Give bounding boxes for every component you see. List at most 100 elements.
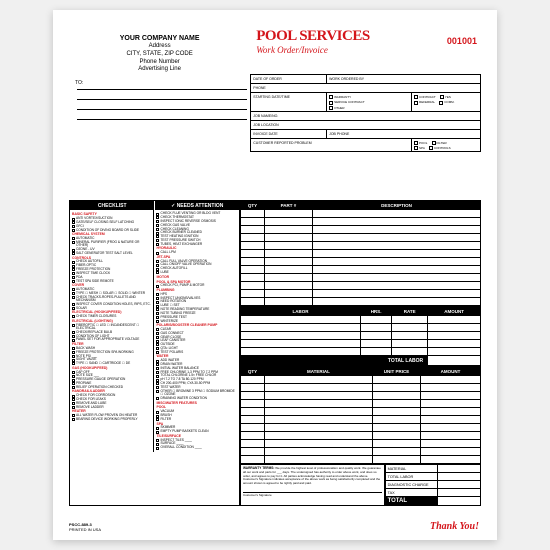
company-phone: Phone Number — [69, 59, 250, 67]
checkbox-icon[interactable] — [72, 296, 75, 299]
checkbox-icon[interactable] — [156, 235, 159, 238]
checkbox-icon[interactable] — [156, 367, 159, 370]
checkbox-icon[interactable] — [156, 312, 159, 315]
checkbox-icon[interactable] — [72, 351, 75, 354]
checkbox-icon[interactable] — [156, 343, 159, 346]
checkbox-icon[interactable] — [72, 268, 75, 271]
checkbox-icon[interactable] — [72, 252, 75, 255]
checkbox-icon[interactable] — [156, 332, 159, 335]
checkbox-icon[interactable] — [72, 324, 75, 327]
checkbox-icon[interactable] — [72, 272, 75, 275]
checkbox-icon[interactable] — [156, 268, 159, 271]
checklist-item[interactable]: BEARING DEVICE WORKING PROPERLY — [72, 418, 151, 422]
to-line[interactable] — [77, 82, 247, 90]
checkbox-icon[interactable] — [156, 347, 159, 350]
checkbox-icon[interactable] — [156, 228, 159, 231]
checkbox-icon[interactable] — [156, 271, 159, 274]
checkbox-icon[interactable] — [72, 237, 75, 240]
pool-service-form: YOUR COMPANY NAME Address CITY, STATE, Z… — [53, 10, 497, 540]
checkbox-icon[interactable] — [156, 390, 159, 393]
checkbox-icon[interactable] — [72, 331, 75, 334]
checkbox-icon[interactable] — [156, 328, 159, 331]
date-order-label: DATE OF ORDER — [253, 77, 282, 81]
to-line[interactable] — [77, 112, 247, 120]
checkbox-icon[interactable] — [156, 260, 159, 263]
checkbox-icon[interactable] — [156, 305, 159, 308]
checkbox-icon[interactable] — [156, 336, 159, 339]
checkbox-icon[interactable] — [72, 375, 75, 378]
checkbox-icon[interactable] — [72, 225, 75, 228]
checkbox-icon[interactable] — [156, 411, 159, 414]
checkbox-icon[interactable] — [156, 418, 159, 421]
checkbox-icon[interactable] — [156, 213, 159, 216]
title-block: POOL SERVICES Work Order/Invoice — [250, 28, 415, 74]
checkbox-icon[interactable] — [72, 355, 75, 358]
checkbox-icon[interactable] — [156, 386, 159, 389]
checkbox-icon[interactable] — [156, 220, 159, 223]
checkbox-icon[interactable] — [156, 239, 159, 242]
checkbox-icon[interactable] — [72, 288, 75, 291]
checkbox-icon[interactable] — [156, 216, 159, 219]
checkbox-icon[interactable] — [72, 398, 75, 401]
desc-header: DESCRIPTION — [312, 201, 480, 210]
tot-tax-label: TAX — [385, 489, 437, 497]
checkbox-icon[interactable] — [72, 414, 75, 417]
checkbox-icon[interactable] — [156, 297, 159, 300]
checkbox-icon[interactable] — [72, 315, 75, 318]
checklist-category: MOTOR — [156, 276, 236, 280]
to-line[interactable] — [77, 102, 247, 110]
checkbox-icon[interactable] — [156, 447, 159, 450]
checkbox-icon[interactable] — [156, 443, 159, 446]
to-line[interactable] — [77, 92, 247, 100]
checkbox-icon[interactable] — [156, 308, 159, 311]
checkbox-icon[interactable] — [156, 397, 159, 400]
checkbox-icon[interactable] — [72, 371, 75, 374]
main-body: CHECKLIST ✓ NEEDS ATTENTION BASIC SAFETY… — [69, 200, 481, 506]
checkbox-icon[interactable] — [72, 276, 75, 279]
checkbox-icon[interactable] — [72, 418, 75, 421]
checklist-item[interactable]: SALT GENERATOR TEST SALT LEVEL — [72, 252, 151, 256]
checkbox-icon[interactable] — [156, 379, 159, 382]
checklist-item[interactable]: TEST POLARIS — [156, 351, 236, 355]
part-header: PART # — [264, 201, 312, 210]
checkbox-icon[interactable] — [72, 218, 75, 221]
checkbox-icon[interactable] — [72, 362, 75, 365]
checkbox-icon[interactable] — [156, 382, 159, 385]
checkbox-icon[interactable] — [156, 340, 159, 343]
checkbox-icon[interactable] — [72, 382, 75, 385]
checkbox-icon[interactable] — [156, 232, 159, 235]
signature-line[interactable]: Customer's Signature — [243, 492, 382, 498]
checkbox-icon[interactable] — [156, 427, 159, 430]
checkbox-icon[interactable] — [72, 265, 75, 268]
checkbox-icon[interactable] — [72, 395, 75, 398]
checkbox-icon[interactable] — [72, 221, 75, 224]
mat-qty-header: QTY — [240, 367, 264, 376]
checkbox-icon[interactable] — [156, 224, 159, 227]
bottom-block: WARRANTY TERMS: We provide the highest l… — [240, 464, 481, 506]
checkbox-icon[interactable] — [72, 303, 75, 306]
hrs-header: HRS. — [360, 307, 391, 316]
checkbox-icon[interactable] — [156, 375, 159, 378]
checklist-item[interactable]: FILTER — [156, 418, 236, 422]
checkbox-icon[interactable] — [72, 359, 75, 362]
checkbox-icon[interactable] — [156, 264, 159, 267]
checklist-item[interactable]: OVERALL CONDITION ____ — [156, 446, 236, 450]
checkbox-icon[interactable] — [72, 249, 75, 252]
invoice-number: 001001 — [415, 28, 481, 74]
checkbox-icon[interactable] — [156, 371, 159, 374]
checkbox-icon[interactable] — [156, 415, 159, 418]
checkbox-icon[interactable] — [156, 363, 159, 366]
checkbox-icon[interactable] — [72, 241, 75, 244]
checkbox-icon[interactable] — [72, 335, 75, 338]
checkbox-icon[interactable] — [72, 292, 75, 295]
tot-labor-label: TOTAL LABOR — [385, 473, 437, 481]
checkbox-icon[interactable] — [156, 301, 159, 304]
checkbox-icon[interactable] — [72, 347, 75, 350]
checkbox-icon[interactable] — [156, 293, 159, 296]
checkbox-icon[interactable] — [156, 360, 159, 363]
checkbox-icon[interactable] — [156, 439, 159, 442]
checkbox-icon[interactable] — [72, 261, 75, 264]
checkbox-icon[interactable] — [72, 379, 75, 382]
checkbox-icon[interactable] — [72, 402, 75, 405]
checkbox-icon[interactable] — [156, 316, 159, 319]
